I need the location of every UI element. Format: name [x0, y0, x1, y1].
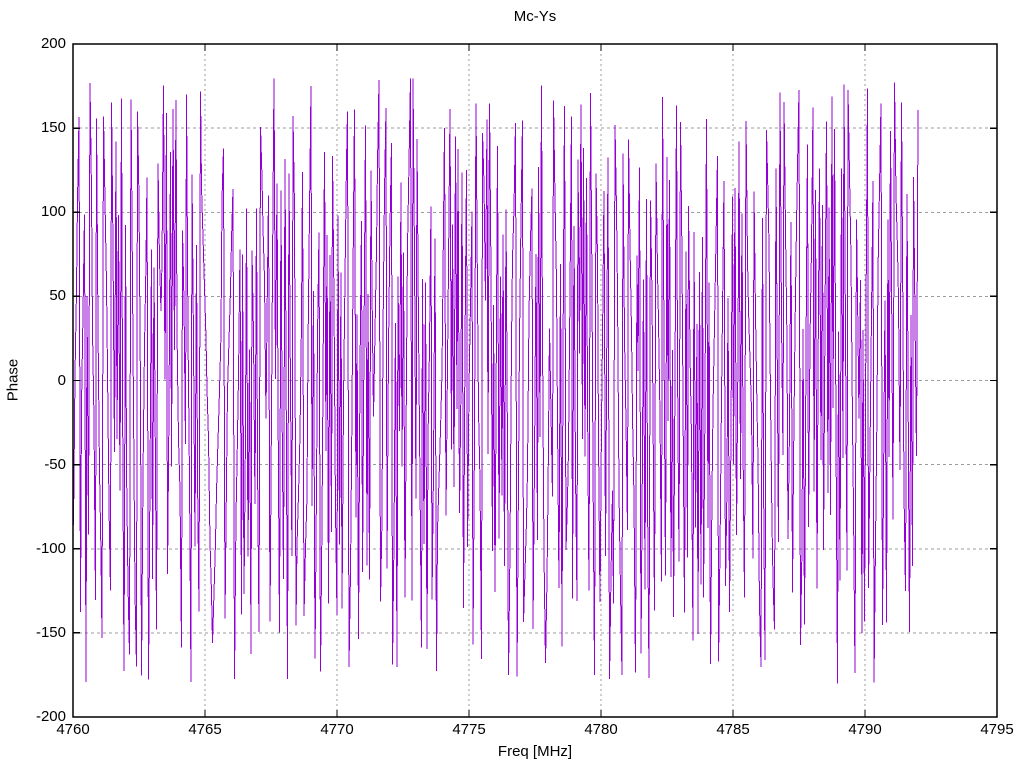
y-tick-label: 200 [40, 35, 66, 52]
x-tick-label: 4780 [584, 721, 618, 738]
x-tick-label: 4765 [188, 721, 222, 738]
x-tick-label: 4775 [452, 721, 486, 738]
y-tick-label: -200 [35, 708, 66, 725]
y-tick-label: -50 [44, 455, 66, 473]
y-tick-label: -150 [35, 623, 66, 641]
x-axis-label: Freq [MHz] [497, 743, 573, 760]
y-tick-label: 0 [57, 371, 66, 389]
chart-title: Mc-Ys [513, 8, 557, 25]
x-tick-label: 4790 [848, 721, 882, 738]
y-tick-label: -100 [35, 539, 66, 557]
x-tick-label: 4785 [716, 721, 750, 738]
x-tick-label: 4795 [980, 721, 1014, 738]
y-tick-label: 150 [40, 119, 66, 137]
x-tick-label: 4760 [56, 721, 90, 738]
data-series-path [73, 78, 919, 684]
y-tick-label: 50 [49, 287, 66, 305]
x-tick-label: 4770 [320, 721, 354, 738]
y-tick-label: 100 [40, 203, 66, 221]
